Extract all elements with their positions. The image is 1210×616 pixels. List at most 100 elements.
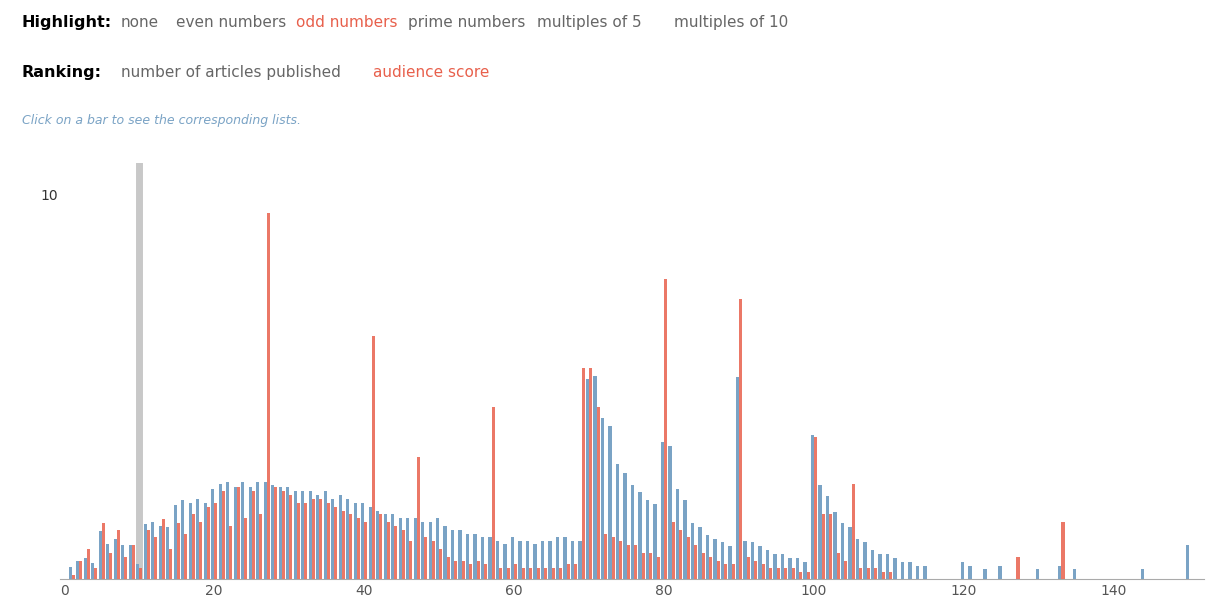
Bar <box>69 567 71 579</box>
Bar <box>503 545 507 579</box>
Bar <box>102 523 105 579</box>
Bar <box>684 500 686 579</box>
Bar <box>241 482 244 579</box>
Bar <box>841 523 845 579</box>
Bar <box>116 530 120 579</box>
Bar <box>623 473 627 579</box>
Bar <box>248 487 252 579</box>
Bar <box>705 535 709 579</box>
Bar <box>296 503 300 579</box>
Bar <box>634 545 638 579</box>
Bar <box>886 554 889 579</box>
Bar <box>709 557 713 579</box>
Bar <box>203 503 207 579</box>
Bar <box>500 568 502 579</box>
Bar <box>196 499 200 579</box>
Text: Highlight:: Highlight: <box>22 15 111 30</box>
Bar <box>698 527 702 579</box>
Bar <box>191 514 195 579</box>
Bar <box>286 487 289 579</box>
Bar <box>106 543 109 579</box>
Bar <box>234 487 237 579</box>
Bar <box>646 500 649 579</box>
Bar <box>761 564 765 579</box>
Bar <box>139 568 143 579</box>
Bar <box>845 561 847 579</box>
Bar <box>87 549 90 579</box>
Bar <box>627 545 629 579</box>
Bar <box>444 526 446 579</box>
Bar <box>1186 545 1189 579</box>
Bar <box>332 499 334 579</box>
Bar <box>657 557 659 579</box>
Bar <box>511 537 514 579</box>
Text: none: none <box>121 15 160 30</box>
Bar <box>544 568 547 579</box>
Bar <box>98 531 102 579</box>
Bar <box>1141 569 1143 579</box>
Bar <box>407 518 409 579</box>
Bar <box>814 437 817 579</box>
Bar <box>582 368 584 579</box>
Bar <box>154 537 157 579</box>
Bar <box>541 541 544 579</box>
Bar <box>312 499 315 579</box>
Bar <box>747 557 750 579</box>
Bar <box>574 564 577 579</box>
Bar <box>421 522 425 579</box>
Bar <box>394 526 397 579</box>
Bar <box>739 299 742 579</box>
Bar <box>789 558 791 579</box>
Bar <box>518 541 522 579</box>
Bar <box>83 558 87 579</box>
Bar <box>294 492 296 579</box>
Bar <box>1073 569 1077 579</box>
Text: Ranking:: Ranking: <box>22 65 102 79</box>
Bar <box>484 564 488 579</box>
Bar <box>384 514 387 579</box>
Bar <box>691 523 695 579</box>
Bar <box>916 565 920 579</box>
Bar <box>327 503 330 579</box>
Bar <box>369 506 371 579</box>
Bar <box>309 492 312 579</box>
Bar <box>162 519 165 579</box>
Bar <box>1016 557 1020 579</box>
Bar <box>639 492 641 579</box>
Bar <box>796 558 799 579</box>
Text: audience score: audience score <box>373 65 490 79</box>
Bar <box>259 514 263 579</box>
Bar <box>923 565 927 579</box>
Bar <box>125 557 127 579</box>
Bar <box>491 407 495 579</box>
Bar <box>889 572 892 579</box>
Bar <box>770 568 772 579</box>
Bar <box>586 379 589 579</box>
Bar <box>766 550 770 579</box>
Bar <box>439 549 443 579</box>
Bar <box>282 492 284 579</box>
Bar <box>226 482 229 579</box>
Bar <box>1036 569 1039 579</box>
Bar <box>552 568 554 579</box>
Bar <box>589 368 592 579</box>
Bar <box>496 541 500 579</box>
Bar <box>304 503 307 579</box>
Bar <box>759 546 761 579</box>
Bar <box>534 545 536 579</box>
Bar <box>128 545 132 579</box>
Bar <box>909 562 911 579</box>
Bar <box>791 568 795 579</box>
Bar <box>826 496 829 579</box>
Bar <box>803 562 807 579</box>
Bar <box>998 565 1002 579</box>
Bar <box>182 500 184 579</box>
Bar <box>526 541 529 579</box>
Bar <box>425 537 427 579</box>
Bar <box>173 505 177 579</box>
Bar <box>166 527 169 579</box>
Bar <box>416 456 420 579</box>
Bar <box>672 522 675 579</box>
Bar <box>364 522 368 579</box>
Bar <box>784 568 788 579</box>
